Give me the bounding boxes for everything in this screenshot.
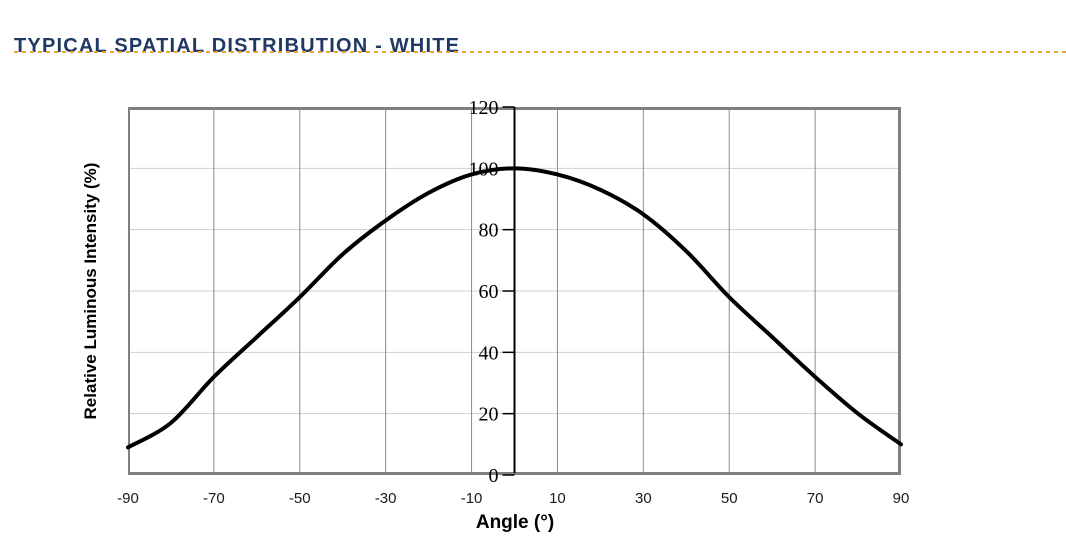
y-tick-label: 120 [469,97,499,119]
x-tick-label: -30 [375,490,397,507]
x-tick-label: -70 [203,490,225,507]
x-tick-label: 50 [721,490,738,507]
x-tick-label: 70 [807,490,824,507]
y-tick-label: 0 [489,465,499,487]
x-tick-label: -50 [289,490,311,507]
y-axis-title: Relative Luminous Intensity (%) [81,162,100,420]
y-tick-label: 20 [479,404,499,426]
x-tick-label: 30 [635,490,652,507]
distribution-curve [126,166,903,450]
dashed-divider [14,51,1066,53]
x-axis-title: Angle (°) [475,512,555,533]
y-tick-label: 60 [479,281,499,303]
x-tick-label: -90 [117,490,139,507]
page-title: TYPICAL SPATIAL DISTRIBUTION - WHITE [14,35,461,58]
x-tick-label: 10 [549,490,566,507]
x-tick-label: 90 [893,490,910,507]
x-tick-label: -10 [461,490,483,507]
y-tick-label: 80 [479,220,499,242]
y-tick-label: 40 [479,342,499,364]
